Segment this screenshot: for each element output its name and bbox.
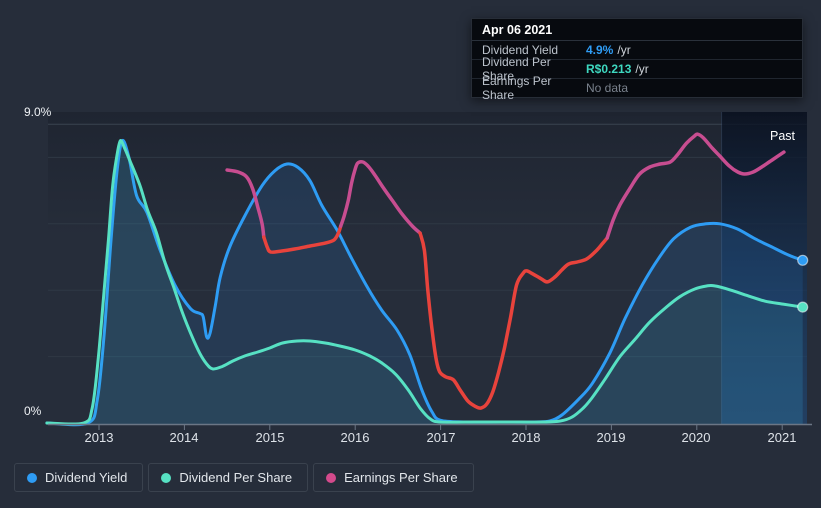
- earnings-per-share-line: [338, 160, 422, 235]
- legend-label: Dividend Yield: [45, 470, 128, 485]
- past-region-label: Past: [770, 129, 796, 143]
- dividend-yield-end-dot: [797, 254, 809, 266]
- x-tick-2015: 2015: [255, 430, 285, 445]
- x-tick-2019: 2019: [596, 430, 626, 445]
- tooltip-unit: /yr: [635, 62, 649, 76]
- legend-label: Earnings Per Share: [344, 470, 458, 485]
- earnings-per-share-line: [605, 132, 786, 240]
- tooltip-value: 4.9%: [586, 43, 614, 57]
- y-axis-max-label: 9.0%: [24, 105, 52, 119]
- tooltip-row-earnings-per-share: Earnings Per Share No data: [472, 74, 802, 102]
- earnings-per-share-line: [418, 231, 609, 410]
- chart-legend: Dividend Yield Dividend Per Share Earnin…: [14, 463, 474, 492]
- x-tick-2017: 2017: [426, 430, 456, 445]
- x-tick-2013: 2013: [84, 430, 114, 445]
- dividend-per-share-end-dot: [797, 301, 809, 313]
- tooltip-unit: /yr: [617, 43, 631, 57]
- legend-item-earnings-per-share[interactable]: Earnings Per Share: [313, 463, 474, 492]
- dividend-per-share-swatch-icon: [161, 472, 172, 483]
- dividend-per-share-area: [46, 140, 803, 425]
- tooltip-label: Dividend Yield: [482, 43, 559, 57]
- x-tick-2020: 2020: [681, 430, 711, 445]
- tooltip-label: Dividend Per Share: [482, 55, 551, 83]
- x-tick-2016: 2016: [340, 430, 370, 445]
- x-axis-ticks: [98, 425, 783, 430]
- dividend-yield-area: [46, 140, 803, 425]
- x-tick-2021: 2021: [767, 430, 797, 445]
- earnings-per-share-line: [225, 168, 266, 239]
- x-tick-2014: 2014: [169, 430, 199, 445]
- legend-item-dividend-yield[interactable]: Dividend Yield: [14, 463, 144, 492]
- tooltip-row-dividend-per-share: Dividend Per Share R$0.213 /yr: [472, 55, 802, 83]
- tooltip-value: R$0.213: [586, 62, 632, 76]
- x-tick-2018: 2018: [511, 430, 541, 445]
- dividend-yield-line: [45, 138, 805, 427]
- tooltip-value: No data: [586, 81, 629, 95]
- tooltip-date: Apr 06 2021: [472, 19, 802, 41]
- dividend-per-share-line: [45, 139, 805, 426]
- legend-label: Dividend Per Share: [179, 470, 293, 485]
- tooltip-row-dividend-yield: Dividend Yield 4.9% /yr: [472, 41, 802, 60]
- earnings-per-share-line: [262, 224, 343, 254]
- earnings-per-share-swatch-icon: [326, 472, 337, 483]
- y-axis-min-label: 0%: [24, 404, 42, 418]
- dividend-yield-swatch-icon: [27, 472, 37, 483]
- tooltip-label: Earnings Per Share: [482, 74, 552, 102]
- chart-tooltip: Apr 06 2021 Dividend Yield 4.9% /yr Divi…: [471, 18, 803, 102]
- legend-item-dividend-per-share[interactable]: Dividend Per Share: [148, 463, 309, 492]
